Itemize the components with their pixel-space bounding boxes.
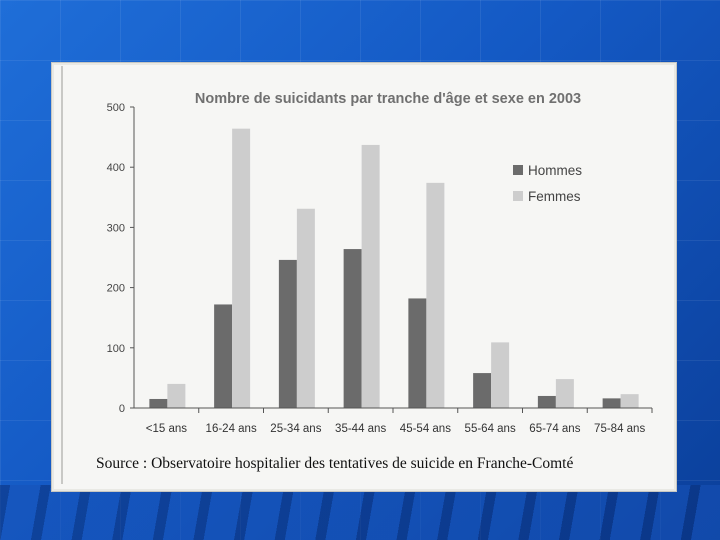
y-axis: 0 100 200 300 400 500: [107, 102, 134, 415]
x-axis: <15 ans 16-24 ans 25-34 ans 35-44 ans 45-54 …: [146, 408, 653, 435]
x-tick-label: 16-24 ans: [206, 423, 257, 435]
legend-swatch-femmes: [513, 191, 523, 201]
bar-hommes-5: [473, 373, 492, 408]
chart-frame: [52, 63, 676, 491]
chart-title: Nombre de suicidants par tranche d'âge e…: [195, 91, 581, 107]
x-tick-label: 25-34 ans: [270, 423, 321, 435]
y-tick-label: 0: [119, 403, 125, 415]
x-tick-label: 65-74 ans: [529, 423, 580, 435]
legend-label-hommes: Hommes: [528, 163, 582, 178]
bar-femmes-5: [491, 342, 510, 408]
bar-femmes-2: [296, 208, 315, 408]
source-caption: Source : Observatoire hospitalier des te…: [96, 455, 573, 472]
legend-swatch-hommes: [513, 165, 523, 175]
x-tick-label: 55-64 ans: [465, 423, 516, 435]
y-tick-label: 100: [107, 343, 125, 355]
x-tick-label: 75-84 ans: [594, 423, 645, 435]
bar-femmes-7: [620, 394, 639, 408]
x-tick-label: 45-54 ans: [400, 423, 451, 435]
bar-femmes-3: [361, 144, 380, 408]
bar-hommes-3: [343, 249, 362, 408]
legend: Hommes Femmes: [513, 163, 582, 204]
bar-hommes-0: [149, 398, 168, 408]
y-tick-label: 200: [107, 283, 125, 295]
bar-hommes-2: [278, 259, 297, 408]
background-stripes: [0, 485, 720, 540]
x-tick-label: 35-44 ans: [335, 423, 386, 435]
bar-femmes-0: [167, 383, 186, 408]
x-tick-label: <15 ans: [146, 423, 187, 435]
bar-hommes-6: [537, 395, 556, 408]
bar-hommes-4: [408, 298, 427, 408]
bars-group: [149, 128, 639, 408]
y-tick-label: 500: [107, 102, 125, 114]
y-tick-label: 300: [107, 222, 125, 234]
bar-femmes-1: [232, 128, 251, 408]
bar-femmes-4: [426, 182, 445, 408]
legend-label-femmes: Femmes: [528, 189, 581, 204]
y-tick-label: 400: [107, 162, 125, 174]
bar-femmes-6: [555, 379, 574, 408]
bar-hommes-1: [214, 304, 233, 408]
bar-hommes-7: [602, 398, 621, 408]
